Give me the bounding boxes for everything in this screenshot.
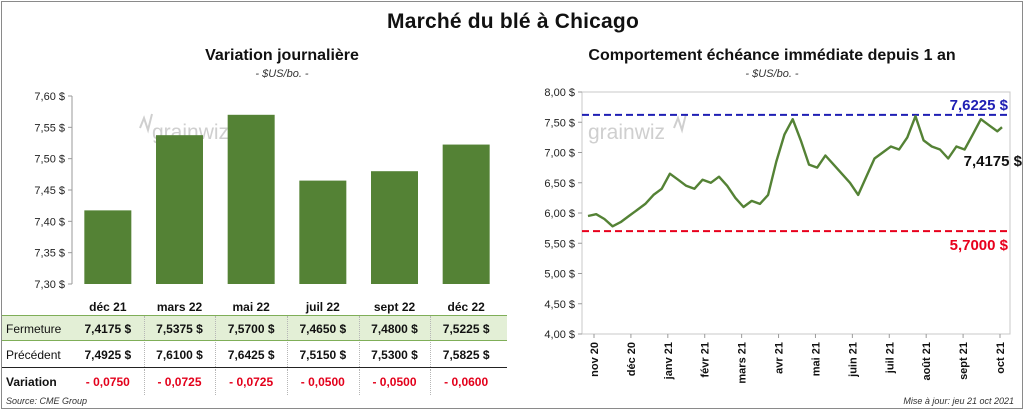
line-y-tick-label: 5,00 $ — [544, 269, 575, 281]
last-value-label: 7,4175 $ — [964, 153, 1022, 170]
line-x-tick-label: juil 21 — [884, 342, 896, 374]
table-cell-precedent: 7,5150 $ — [299, 348, 347, 362]
table-separator — [287, 316, 288, 340]
table-cell-fermeture: 7,5225 $ — [442, 322, 490, 336]
table-row-fermeture: Fermeture 7,4175 $ 7,5375 $ 7,5700 $ 7,4650… — [2, 315, 507, 341]
line-y-tick-label: 8,00 $ — [544, 87, 575, 99]
bar-y-tick-label: 7,60 $ — [34, 91, 65, 103]
table-cell-fermeture: 7,4800 $ — [371, 322, 418, 336]
table-cell-fermeture: 7,5700 $ — [227, 322, 275, 336]
line-x-tick-label: avr 21 — [774, 342, 786, 374]
table-separator — [143, 342, 145, 367]
table-cell-fermeture: 7,5375 $ — [156, 322, 203, 336]
bar-4 — [371, 171, 418, 284]
table-separator — [215, 342, 217, 367]
line-x-tick-label: nov 20 — [589, 342, 601, 377]
bar-chart-unit: - $US/bo. - — [255, 68, 309, 80]
table-separator — [430, 342, 432, 367]
table-separator — [287, 342, 288, 367]
watermark-wheat-icon — [139, 113, 153, 134]
price-series-line — [587, 115, 1003, 228]
line-plot-area — [581, 91, 1011, 335]
table-cell-fermeture: 7,4175 $ — [84, 322, 132, 336]
line-y-tick-label: 7,00 $ — [544, 148, 575, 160]
min-value-label: 5,7000 $ — [950, 237, 1009, 254]
bar-y-tick-label: 7,45 $ — [34, 185, 65, 197]
row-label-precedent: Précédent — [6, 348, 61, 362]
line-x-tick-label: déc 20 — [626, 342, 638, 376]
table-row-variation: Variation - 0,0750 - 0,0725 - 0,0725 - 0,05… — [2, 369, 507, 395]
line-x-tick-label: juin 21 — [847, 342, 859, 378]
table-cell-precedent: 7,6425 $ — [227, 348, 275, 362]
line-chart-unit: - $US/bo. - — [745, 68, 799, 80]
table-separator — [358, 316, 360, 340]
table-cell-precedent: 7,4925 $ — [84, 348, 132, 362]
max-value-label: 7,6225 $ — [950, 97, 1009, 114]
line-x-tick-label: janv 21 — [663, 342, 675, 380]
bar-x-label: déc 21 — [89, 300, 127, 314]
bar-x-label: déc 22 — [447, 300, 485, 314]
line-y-tick-label: 7,50 $ — [544, 117, 575, 129]
source-note: Source: CME Group — [6, 396, 88, 406]
table-cell-variation: - 0,0725 — [229, 375, 274, 389]
bar-chart-title: Variation journalière — [205, 47, 359, 64]
bar-chart: grainwiz 7,30 $7,35 $7,40 $7,45 $7,50 $7… — [34, 91, 490, 314]
bar-0 — [84, 210, 132, 284]
bar-x-label: mai 22 — [232, 300, 270, 314]
table-cell-fermeture: 7,4650 $ — [299, 322, 347, 336]
table-cell-precedent: 7,5300 $ — [371, 348, 418, 362]
row-label-variation: Variation — [6, 375, 57, 389]
table-cell-variation: - 0,0725 — [157, 375, 202, 389]
bar-3 — [299, 180, 347, 284]
line-x-tick-label: mars 21 — [737, 342, 749, 384]
bar-2 — [227, 114, 275, 284]
table-cell-precedent: 7,5825 $ — [442, 348, 490, 362]
line-chart: grainwiz 4,00 $ 4,50 $ 5,00 $ 5,50 $ 6,00 $ 6… — [544, 87, 1022, 384]
table-separator — [358, 342, 360, 367]
table-separator — [430, 369, 432, 395]
line-y-tick-label: 5,50 $ — [544, 238, 575, 250]
bar-x-label: juil 22 — [305, 300, 340, 314]
watermark-text-right: grainwiz — [588, 121, 665, 144]
table-cell-precedent: 7,6100 $ — [156, 348, 203, 362]
line-x-tick-label: févr 21 — [700, 342, 712, 377]
watermark-wheat-icon-right — [673, 113, 687, 134]
line-x-tick-label: sept 21 — [958, 342, 970, 380]
line-chart-title: Comportement échéance immédiate depuis 1… — [588, 47, 956, 64]
bar-y-tick-label: 7,35 $ — [34, 248, 65, 260]
line-x-tick-label: mai 21 — [810, 342, 822, 376]
table-separator — [143, 369, 145, 395]
table-cell-variation: - 0,0600 — [444, 375, 489, 389]
bar-5 — [442, 144, 490, 284]
row-label-fermeture: Fermeture — [6, 322, 62, 336]
bar-y-tick-label: 7,40 $ — [34, 216, 65, 228]
line-x-tick-label: oct 21 — [995, 342, 1007, 374]
bar-y-tick-label: 7,55 $ — [34, 122, 65, 134]
bar-x-label: mars 22 — [157, 300, 203, 314]
line-x-tick-label: août 21 — [921, 342, 933, 381]
table-separator — [215, 369, 217, 395]
bar-x-label: sept 22 — [374, 300, 416, 314]
table-cell-variation: - 0,0750 — [85, 375, 130, 389]
bar-1 — [156, 135, 203, 284]
table-separator — [358, 369, 360, 395]
line-y-tick-label: 4,00 $ — [544, 329, 575, 341]
bar-y-tick-label: 7,30 $ — [34, 279, 65, 291]
table-separator — [143, 316, 145, 340]
line-y-tick-label: 6,00 $ — [544, 208, 575, 220]
line-y-tick-label: 6,50 $ — [544, 178, 575, 190]
table-row-precedent: Précédent 7,4925 $ 7,6100 $ 7,6425 $ 7,5150… — [2, 342, 507, 368]
main-title: Marché du blé à Chicago — [387, 10, 639, 33]
bar-y-tick-label: 7,50 $ — [34, 154, 65, 166]
update-note: Mise à jour: jeu 21 oct 2021 — [903, 396, 1014, 406]
table-separator — [215, 316, 217, 340]
table-cell-variation: - 0,0500 — [300, 375, 345, 389]
line-y-tick-label: 4,50 $ — [544, 299, 575, 311]
table-cell-variation: - 0,0500 — [372, 375, 417, 389]
table-separator — [430, 316, 432, 340]
table-separator — [287, 369, 288, 395]
